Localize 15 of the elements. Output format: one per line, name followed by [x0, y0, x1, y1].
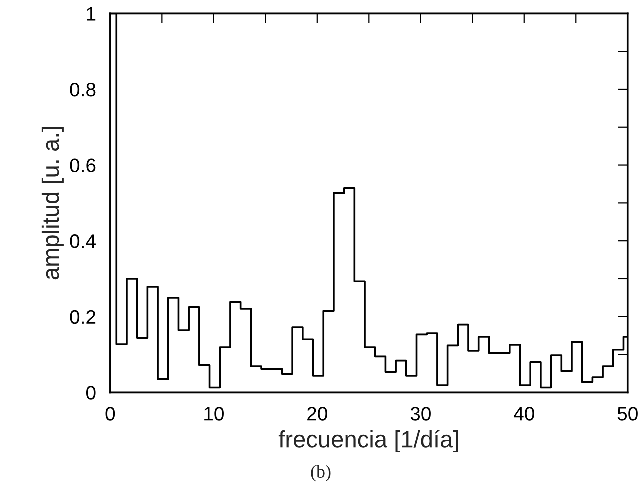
y-axis-title: amplitud [u. a.]: [42, 127, 64, 280]
y-tick-label: 0: [86, 386, 96, 400]
x-tick-label: 30: [410, 407, 431, 421]
text: (b): [311, 465, 331, 482]
x-tick-label: 0: [106, 407, 116, 421]
x-tick-label: 40: [514, 407, 534, 421]
x-tick-label: 50: [618, 407, 638, 421]
y-tick-label: 0.6: [70, 158, 96, 173]
y-tick-label: 0.8: [70, 82, 96, 97]
x-tick-label: 20: [308, 407, 328, 421]
y-tick-label: 1: [87, 7, 96, 21]
x-axis-title: frecuencia [1/día]: [278, 430, 458, 453]
x-tick-label: 10: [204, 407, 224, 421]
y-tick-label: 0.4: [70, 234, 96, 248]
y-tick-label: 0.2: [70, 310, 96, 324]
